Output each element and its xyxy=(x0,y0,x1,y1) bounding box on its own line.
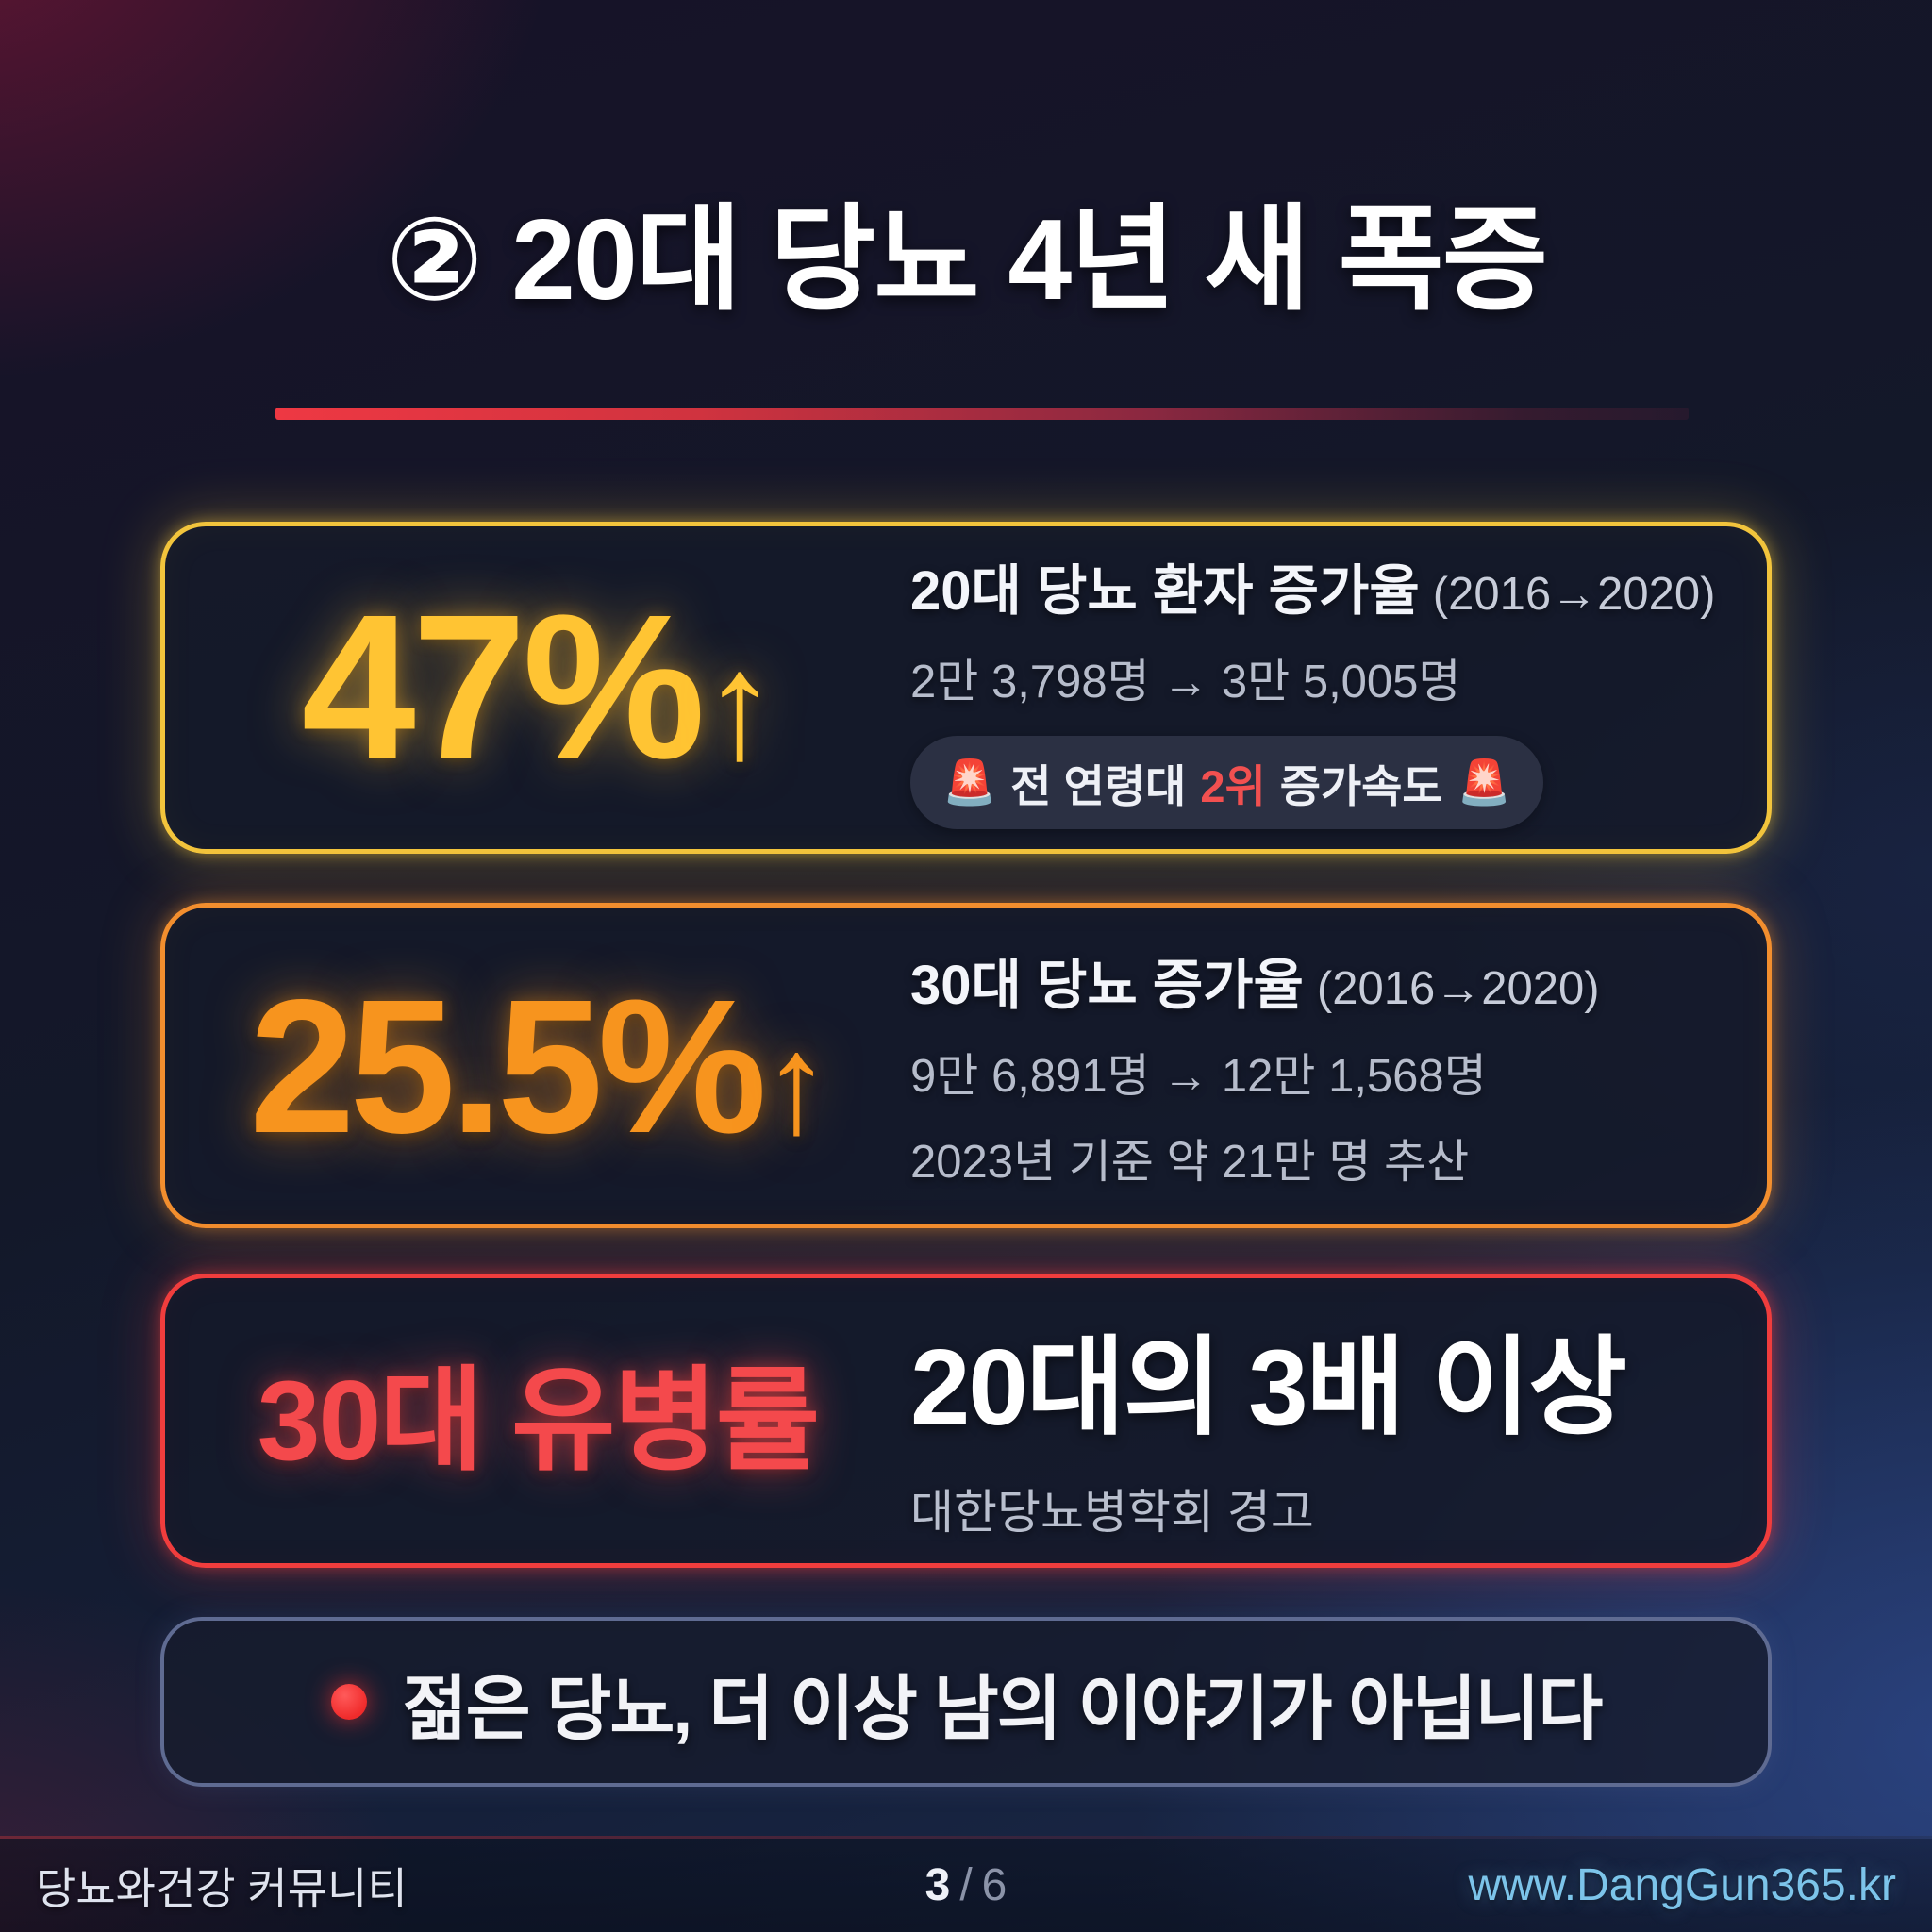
card-20s-heading-row: 20대 당뇨 환자 증가율 (2016→2020) xyxy=(910,546,1733,625)
page-separator: / xyxy=(959,1860,973,1910)
card-30s-increase: 25.5%↑ 30대 당뇨 증가율 (2016→2020) 9만 6,891명 →… xyxy=(160,903,1772,1228)
title-underline xyxy=(275,408,1689,420)
footer: 당뇨와건강 커뮤니티 3/6 www.DangGun365.kr xyxy=(0,1839,1932,1932)
card-prevalence: 30대 유병률 20대의 3배 이상 대한당뇨병학회 경고 xyxy=(160,1274,1772,1568)
siren-icon: 🚨 xyxy=(1457,758,1511,807)
stat-zone-prevalence: 30대 유병률 xyxy=(165,1364,910,1477)
stat-zone-20s: 47%↑ xyxy=(165,585,910,791)
card-20s-patient-change: 2만 3,798명 → 3만 5,005명 xyxy=(910,657,1461,708)
card-message: 젊은 당뇨, 더 이상 남의 이야기가 아닙니다 xyxy=(160,1617,1772,1787)
stat-zone-30s: 25.5%↑ xyxy=(165,971,910,1161)
badge-rank-highlight: 2위 xyxy=(1200,761,1266,811)
card-30s-heading: 30대 당뇨 증가율 xyxy=(910,954,1304,1016)
stat-30s-prevalence: 30대 유병률 xyxy=(257,1357,820,1484)
page-indicator: 3/6 xyxy=(0,1859,1932,1911)
stat-value: 47% xyxy=(301,573,706,802)
card-30s-period: (2016→2020) xyxy=(1316,962,1600,1014)
siren-icon: 🚨 xyxy=(942,758,997,807)
page-current: 3 xyxy=(924,1860,951,1910)
card-30s-heading-row: 30대 당뇨 증가율 (2016→2020) xyxy=(910,941,1733,1020)
message-text: 젊은 당뇨, 더 이상 남의 이야기가 아닙니다 xyxy=(402,1668,1604,1748)
footer-divider xyxy=(0,1836,1932,1839)
page-title: ② 20대 당뇨 4년 새 폭증 xyxy=(385,195,1548,324)
stat-value: 25.5% xyxy=(249,958,767,1173)
card-prevalence-info: 20대의 3배 이상 대한당뇨병학회 경고 xyxy=(910,1300,1767,1542)
page-total: 6 xyxy=(981,1860,1008,1910)
up-arrow-icon: ↑ xyxy=(701,621,778,791)
stat-25-5-percent: 25.5%↑ xyxy=(249,971,832,1162)
community-name: 당뇨와건강 커뮤니티 xyxy=(36,1863,408,1913)
card-30s-estimate: 2023년 기준 약 21만 명 추산 xyxy=(910,1136,1470,1188)
rank-badge: 🚨 전 연령대 2위 증가속도 🚨 xyxy=(910,736,1543,829)
card-20s-increase: 47%↑ 20대 당뇨 환자 증가율 (2016→2020) 2만 3,798명 … xyxy=(160,522,1772,854)
website-url[interactable]: www.DangGun365.kr xyxy=(1468,1860,1896,1910)
card-20s-heading: 20대 당뇨 환자 증가율 xyxy=(910,560,1420,622)
card-20s-period: (2016→2020) xyxy=(1432,569,1716,620)
card-20s-info: 20대 당뇨 환자 증가율 (2016→2020) 2만 3,798명 → 3만 … xyxy=(910,546,1767,829)
badge-text-post: 증가속도 xyxy=(1279,761,1443,811)
header: ② 20대 당뇨 4년 새 폭증 xyxy=(0,166,1932,333)
up-arrow-icon: ↑ xyxy=(761,1004,832,1162)
red-dot-icon xyxy=(330,1684,367,1720)
card-30s-info: 30대 당뇨 증가율 (2016→2020) 9만 6,891명 → 12만 1,… xyxy=(910,941,1767,1191)
prevalence-source: 대한당뇨병학회 경고 xyxy=(910,1485,1314,1539)
prevalence-heading: 20대의 3배 이상 xyxy=(910,1327,1627,1448)
badge-text-pre: 전 연령대 xyxy=(1010,761,1187,811)
stat-47-percent: 47%↑ xyxy=(302,585,778,791)
card-30s-patient-change: 9만 6,891명 → 12만 1,568명 xyxy=(910,1050,1487,1102)
